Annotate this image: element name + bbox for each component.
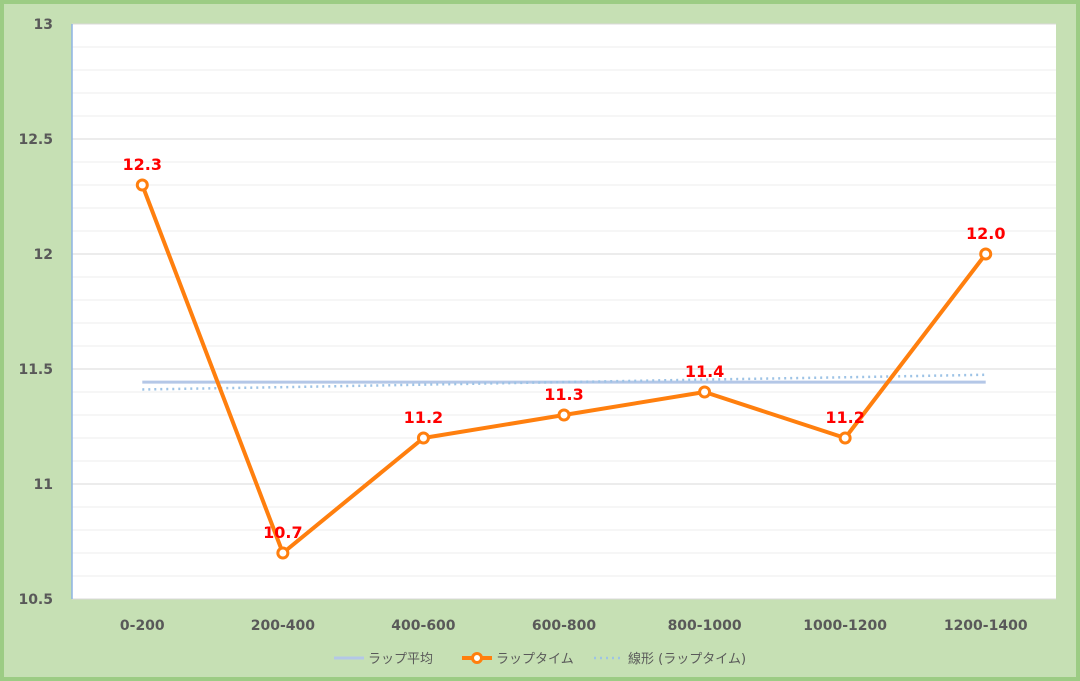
x-tick-labels: 0-200 200-400 400-600 600-800 800-1000 1000-1… <box>120 618 1028 634</box>
lap-time-point <box>838 431 852 445</box>
x-tick-label: 400-600 <box>391 618 456 634</box>
lap-time-data-label: 11.2 <box>404 408 443 427</box>
lap-time-data-label: 11.2 <box>825 408 864 427</box>
legend: ラップ平均 ラップタイム 線形 (ラップタイム) <box>334 651 746 667</box>
legend-label: ラップタイム <box>496 652 574 667</box>
lap-time-point <box>557 408 571 422</box>
lap-time-point <box>135 178 149 192</box>
series-layer <box>135 178 993 560</box>
x-tick-label: 0-200 <box>120 618 165 634</box>
lap-time-data-label: 12.0 <box>966 224 1005 243</box>
y-tick-label: 12.5 <box>18 132 53 148</box>
data-labels: 12.3 10.7 11.2 11.3 11.4 11.2 12.0 <box>123 155 1006 542</box>
lap-time-point <box>416 431 430 445</box>
y-tick-label: 11.5 <box>18 362 53 378</box>
plot-area <box>72 24 1056 599</box>
lap-time-data-label: 10.7 <box>263 523 302 542</box>
y-tick-label: 10.5 <box>18 592 53 608</box>
lap-time-point <box>276 546 290 560</box>
lap-time-data-label: 11.4 <box>685 362 724 381</box>
lap-time-data-label: 11.3 <box>544 385 583 404</box>
y-tick-label: 13 <box>34 17 53 33</box>
x-tick-label: 200-400 <box>251 618 316 634</box>
legend-marker-lap-time <box>471 652 483 664</box>
y-tick-labels: 10.5 11 11.5 12 12.5 13 <box>18 17 53 608</box>
x-tick-label: 1200-1400 <box>944 618 1028 634</box>
legend-label: 線形 (ラップタイム) <box>628 651 746 667</box>
x-tick-label: 800-1000 <box>668 618 742 634</box>
major-grid <box>72 23 1056 600</box>
lap-time-data-label: 12.3 <box>123 155 162 174</box>
x-tick-label: 600-800 <box>532 618 597 634</box>
x-tick-label: 1000-1200 <box>803 618 887 634</box>
y-tick-label: 12 <box>34 247 53 263</box>
series-line-trend <box>142 373 986 391</box>
lap-time-point <box>698 385 712 399</box>
y-tick-label: 11 <box>34 477 53 493</box>
lap-time-point <box>979 247 993 261</box>
legend-label: ラップ平均 <box>368 652 433 667</box>
